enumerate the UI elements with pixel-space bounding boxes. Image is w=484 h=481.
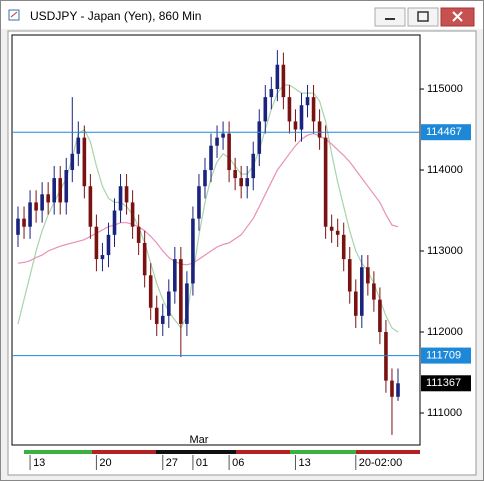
candle-body <box>239 178 243 187</box>
candle-body <box>396 383 400 397</box>
candle-body <box>136 226 141 243</box>
candle-body <box>100 255 105 260</box>
session-bar <box>356 450 420 454</box>
candle-body <box>185 283 189 324</box>
candle-body <box>160 315 165 324</box>
candle-body <box>221 133 225 138</box>
candle-body <box>227 133 231 171</box>
maximize-icon <box>417 11 429 22</box>
candle-body <box>148 275 153 308</box>
last-price-label: 111367 <box>426 377 461 389</box>
x-tick-label: 20-02:00 <box>359 457 402 469</box>
price-label: 114467 <box>426 126 462 138</box>
candle-body <box>384 332 388 381</box>
candle-body <box>34 202 38 211</box>
y-tick-label: 113000 <box>427 245 463 257</box>
candle-body <box>360 267 364 316</box>
x-tick-label: 01 <box>196 457 208 469</box>
candle-body <box>317 121 322 138</box>
y-tick-label: 112000 <box>427 326 463 338</box>
price-label: 111709 <box>426 349 461 361</box>
candle-body <box>263 97 268 122</box>
x-tick-label: 13 <box>298 457 310 469</box>
window-title: USDJPY - Japan (Yen), 860 Min <box>30 9 201 23</box>
y-tick-label: 114000 <box>427 164 463 176</box>
candle-body <box>118 186 123 211</box>
candle-body <box>335 230 340 235</box>
last-price-box <box>421 375 471 392</box>
candle-body <box>94 226 99 260</box>
session-bar <box>24 450 92 454</box>
moving-average <box>17 132 399 266</box>
y-tick-label: 111000 <box>427 407 462 419</box>
candle-body <box>106 234 111 256</box>
candle-body <box>305 97 310 106</box>
candle-body <box>58 178 63 203</box>
candle-body <box>112 210 117 235</box>
y-tick-label: 115000 <box>427 83 463 95</box>
candle-body <box>76 137 81 154</box>
x-tick-label: 13 <box>33 457 45 469</box>
candle-body <box>353 291 358 316</box>
x-tick-label: 27 <box>166 457 178 469</box>
candle-body <box>293 121 298 130</box>
candle-body <box>378 299 382 333</box>
session-bar <box>92 450 156 454</box>
moving-average <box>17 84 399 333</box>
candle-body <box>281 64 286 98</box>
x-tick-label: 20 <box>99 457 111 469</box>
session-bar <box>236 450 290 454</box>
candle-body <box>287 97 292 122</box>
candle-body <box>82 137 87 187</box>
candle-body <box>40 194 44 211</box>
close-icon <box>452 11 463 22</box>
candle-body <box>275 64 280 90</box>
price-label-box <box>421 347 471 364</box>
x-tick-label: 06 <box>232 457 244 469</box>
minimize-button[interactable] <box>374 7 406 27</box>
candle-body <box>215 137 219 146</box>
candle-body <box>341 234 346 260</box>
candle-body <box>209 145 213 171</box>
candle-body <box>197 186 201 219</box>
candle-body <box>142 242 147 276</box>
month-label: Mar <box>189 434 208 446</box>
candle-body <box>166 291 171 316</box>
candle-body <box>233 170 237 179</box>
candle-body <box>372 283 376 300</box>
candle-body <box>16 218 20 235</box>
candle-body <box>257 121 262 154</box>
maximize-button[interactable] <box>407 7 439 27</box>
candle-body <box>191 218 195 284</box>
candle-body <box>311 97 316 122</box>
candle-body <box>46 194 50 203</box>
candle-body <box>28 202 32 227</box>
candle-body <box>347 259 352 292</box>
candle-body <box>52 178 56 203</box>
candle-body <box>366 267 370 284</box>
price-label-box <box>421 124 471 141</box>
candle-body <box>299 105 304 130</box>
window-icon <box>10 11 18 18</box>
session-bar <box>290 450 356 454</box>
candle-body <box>22 218 26 227</box>
session-bar <box>156 450 236 454</box>
candle-body <box>124 186 129 203</box>
candle-body <box>251 153 256 179</box>
candle-body <box>329 226 334 231</box>
candle-body <box>203 170 207 187</box>
candle-body <box>179 259 183 324</box>
candle-body <box>88 186 93 227</box>
plot-area <box>11 34 421 446</box>
candle-body <box>245 178 250 187</box>
candle-body <box>130 202 135 227</box>
candle-body <box>64 170 69 203</box>
candle-body <box>173 259 177 292</box>
candle-body <box>269 89 274 98</box>
candle-body <box>323 137 328 227</box>
candle-body <box>70 153 75 171</box>
candle-body <box>390 380 394 397</box>
candle-body <box>154 307 159 324</box>
